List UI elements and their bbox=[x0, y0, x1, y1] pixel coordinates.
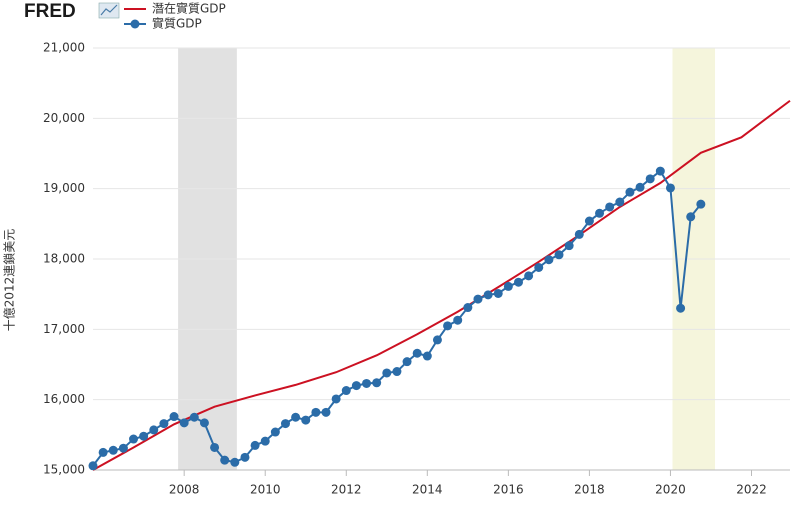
data-point bbox=[645, 174, 655, 184]
data-point bbox=[351, 381, 361, 391]
data-point bbox=[574, 229, 584, 239]
data-point bbox=[199, 418, 209, 428]
data-point bbox=[280, 419, 290, 429]
y-tick-label: 21,000 bbox=[43, 41, 85, 55]
data-point bbox=[129, 434, 139, 444]
data-point bbox=[524, 271, 534, 281]
data-point bbox=[422, 351, 432, 361]
x-tick-label: 2012 bbox=[331, 483, 362, 497]
data-point bbox=[554, 250, 564, 260]
data-point bbox=[362, 378, 372, 388]
data-point bbox=[179, 418, 189, 428]
data-point bbox=[605, 202, 615, 212]
legend-label: 實質GDP bbox=[152, 16, 202, 31]
data-point bbox=[432, 335, 442, 345]
data-point bbox=[220, 455, 230, 465]
data-point bbox=[98, 447, 108, 457]
data-point bbox=[139, 431, 149, 441]
data-point bbox=[625, 187, 635, 197]
data-point bbox=[615, 197, 625, 207]
data-point bbox=[686, 212, 696, 222]
x-tick-label: 2022 bbox=[736, 483, 767, 497]
data-point bbox=[443, 321, 453, 331]
x-tick-label: 2008 bbox=[169, 483, 200, 497]
data-point bbox=[240, 452, 250, 462]
data-point bbox=[655, 166, 665, 176]
y-tick-label: 17,000 bbox=[43, 322, 85, 336]
data-point bbox=[189, 412, 199, 422]
data-point bbox=[696, 199, 706, 209]
x-tick-label: 2014 bbox=[412, 483, 443, 497]
data-point bbox=[210, 442, 220, 452]
data-point bbox=[392, 367, 402, 377]
data-point bbox=[311, 407, 321, 417]
data-point bbox=[270, 427, 280, 437]
data-point bbox=[595, 208, 605, 218]
data-point bbox=[230, 457, 240, 467]
data-point bbox=[534, 262, 544, 272]
data-point bbox=[108, 445, 118, 455]
data-point bbox=[483, 290, 493, 300]
data-point bbox=[402, 357, 412, 367]
data-point bbox=[473, 294, 483, 304]
data-point bbox=[88, 461, 98, 471]
data-point bbox=[159, 419, 169, 429]
data-point bbox=[544, 255, 554, 265]
data-point bbox=[331, 394, 341, 404]
legend-label: 潛在實質GDP bbox=[152, 1, 226, 16]
y-tick-label: 20,000 bbox=[43, 111, 85, 125]
logo: FRED bbox=[24, 1, 76, 22]
data-point bbox=[118, 443, 128, 453]
data-point bbox=[513, 277, 523, 287]
data-point bbox=[260, 436, 270, 446]
y-tick-label: 18,000 bbox=[43, 252, 85, 266]
data-point bbox=[149, 425, 159, 435]
data-point bbox=[665, 183, 675, 193]
data-point bbox=[493, 288, 503, 298]
data-point bbox=[301, 415, 311, 425]
data-point bbox=[635, 182, 645, 192]
y-tick-label: 15,000 bbox=[43, 463, 85, 477]
data-point bbox=[250, 440, 260, 450]
y-tick-label: 16,000 bbox=[43, 392, 85, 406]
data-point bbox=[412, 348, 422, 358]
data-point bbox=[372, 378, 382, 388]
x-tick-label: 2016 bbox=[493, 483, 524, 497]
data-point bbox=[341, 386, 351, 396]
data-point bbox=[321, 407, 331, 417]
x-tick-label: 2010 bbox=[250, 483, 281, 497]
data-point bbox=[453, 315, 463, 325]
data-point bbox=[382, 368, 392, 378]
legend-marker bbox=[130, 19, 140, 29]
logo-icon-line bbox=[100, 4, 118, 16]
data-point bbox=[463, 303, 473, 313]
data-point bbox=[584, 216, 594, 226]
x-tick-label: 2018 bbox=[574, 483, 605, 497]
data-point bbox=[169, 412, 179, 422]
data-point bbox=[676, 303, 686, 313]
data-point bbox=[291, 412, 301, 422]
y-tick-label: 19,000 bbox=[43, 181, 85, 195]
data-point bbox=[503, 281, 513, 291]
y-axis-label: 十億2012連鎖美元 bbox=[2, 229, 17, 332]
x-tick-label: 2020 bbox=[655, 483, 686, 497]
series-line bbox=[92, 99, 791, 471]
data-point bbox=[564, 241, 574, 251]
